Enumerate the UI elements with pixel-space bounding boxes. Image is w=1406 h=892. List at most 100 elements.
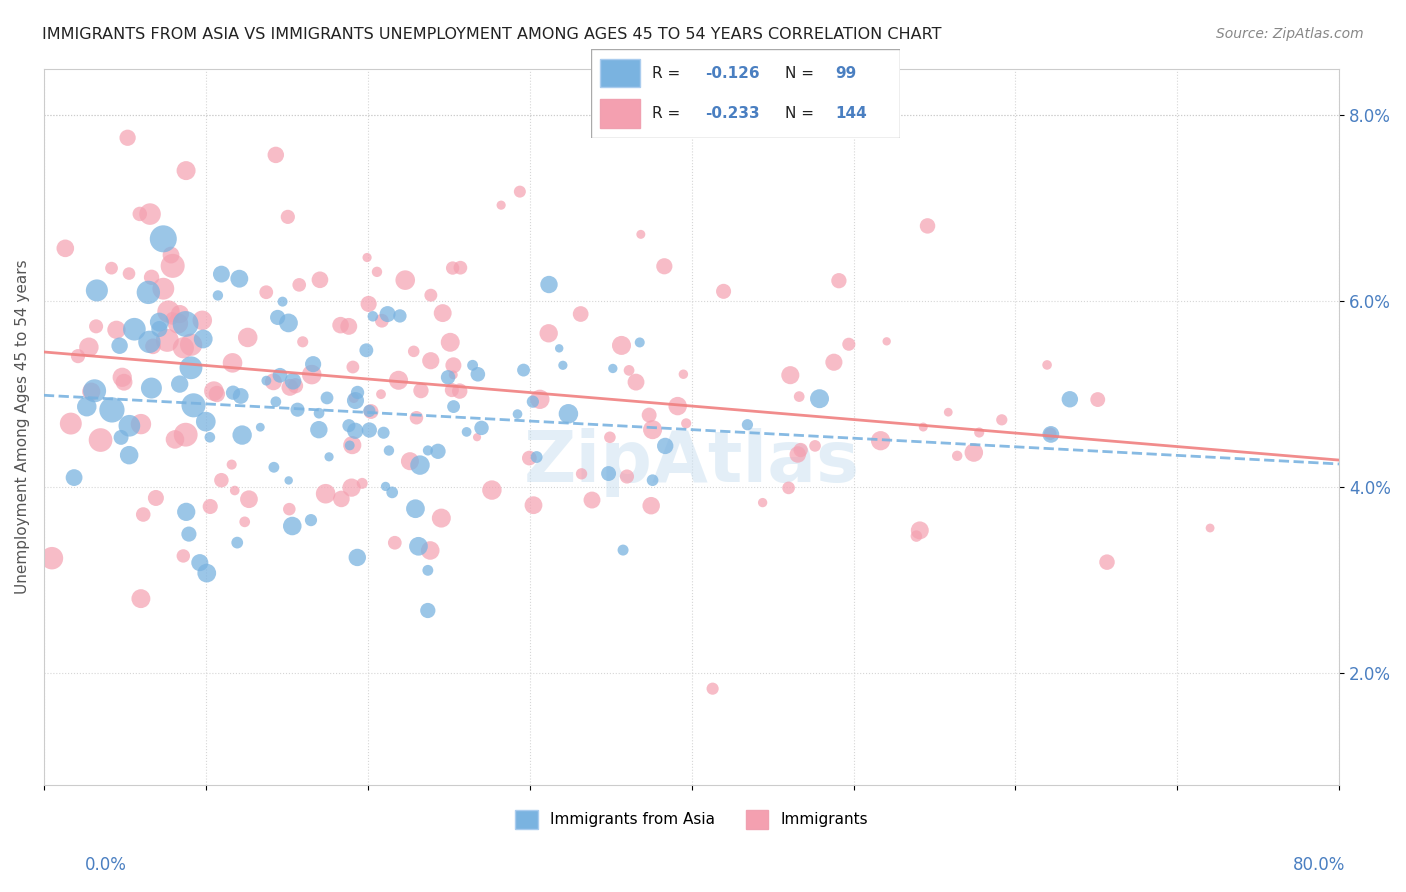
Point (287, 402, 309, 417)
Point (118, 418, 141, 433)
Point (823, 355, 845, 369)
Point (439, 335, 461, 350)
Point (346, 550, 368, 565)
Point (284, 378, 307, 392)
FancyBboxPatch shape (600, 99, 640, 128)
Point (470, 421, 492, 435)
Point (378, 443, 401, 458)
Point (337, 418, 360, 433)
Point (236, 330, 259, 344)
Point (264, 394, 287, 409)
Point (359, 404, 381, 418)
Point (409, 384, 432, 398)
Text: 99: 99 (835, 66, 856, 80)
Point (602, 361, 624, 376)
Point (160, 311, 183, 326)
Point (112, 376, 135, 390)
Point (440, 383, 463, 397)
Point (654, 439, 676, 453)
Point (599, 430, 621, 444)
Point (281, 519, 304, 533)
Point (1199, 521, 1222, 535)
Point (59, 417, 82, 431)
Point (138, 285, 160, 300)
Point (789, 443, 811, 458)
Point (612, 543, 634, 558)
Point (548, 342, 571, 356)
Point (180, 337, 202, 351)
Text: R =: R = (652, 106, 686, 120)
Point (638, 408, 661, 422)
Text: -0.126: -0.126 (704, 66, 759, 80)
Point (105, 323, 128, 337)
Point (394, 273, 416, 287)
Point (522, 498, 544, 512)
Point (377, 307, 399, 321)
Point (318, 450, 340, 464)
Point (522, 394, 544, 409)
Point (269, 368, 291, 383)
Point (100, 261, 122, 276)
Point (263, 460, 285, 475)
Point (156, 334, 179, 348)
Point (1087, 392, 1109, 407)
Point (356, 251, 378, 265)
Point (277, 474, 299, 488)
Point (366, 265, 388, 279)
Point (118, 448, 141, 462)
Point (174, 163, 197, 178)
Point (209, 267, 232, 281)
Point (145, 491, 167, 505)
Point (205, 387, 228, 401)
Point (163, 433, 186, 447)
Point (419, 288, 441, 302)
Point (316, 391, 339, 405)
Point (117, 130, 139, 145)
Point (441, 368, 464, 382)
Point (402, 344, 425, 359)
Point (374, 479, 396, 493)
Y-axis label: Unemployment Among Ages 45 to 54 years: Unemployment Among Ages 45 to 54 years (15, 260, 30, 594)
Point (277, 316, 299, 330)
Point (132, 508, 155, 522)
Point (152, 282, 174, 296)
Point (340, 481, 363, 495)
Point (302, 357, 325, 371)
Point (152, 232, 174, 246)
Point (557, 407, 579, 421)
Point (342, 359, 364, 374)
Point (342, 438, 364, 452)
Point (804, 439, 827, 453)
Point (111, 370, 134, 384)
Point (83, 384, 105, 398)
Point (416, 563, 439, 577)
Point (702, 681, 724, 696)
Point (912, 420, 935, 434)
Point (357, 297, 380, 311)
Point (162, 259, 184, 273)
Point (672, 368, 695, 382)
Point (160, 248, 183, 262)
Point (506, 407, 529, 421)
Point (652, 260, 675, 274)
Point (228, 271, 250, 285)
Point (361, 310, 384, 324)
Point (569, 307, 592, 321)
Point (1039, 426, 1062, 441)
Point (139, 207, 162, 221)
Point (808, 392, 831, 406)
Point (209, 473, 232, 487)
Point (344, 424, 367, 438)
Text: ZipAtlas: ZipAtlas (523, 428, 859, 497)
Point (221, 458, 243, 472)
Point (172, 549, 194, 563)
Point (529, 392, 551, 407)
Point (110, 430, 132, 444)
Point (610, 338, 633, 352)
Point (207, 288, 229, 302)
Point (41, 551, 63, 566)
Point (465, 430, 488, 444)
Point (138, 334, 160, 349)
Point (630, 227, 652, 242)
Text: 0.0%: 0.0% (84, 856, 127, 874)
